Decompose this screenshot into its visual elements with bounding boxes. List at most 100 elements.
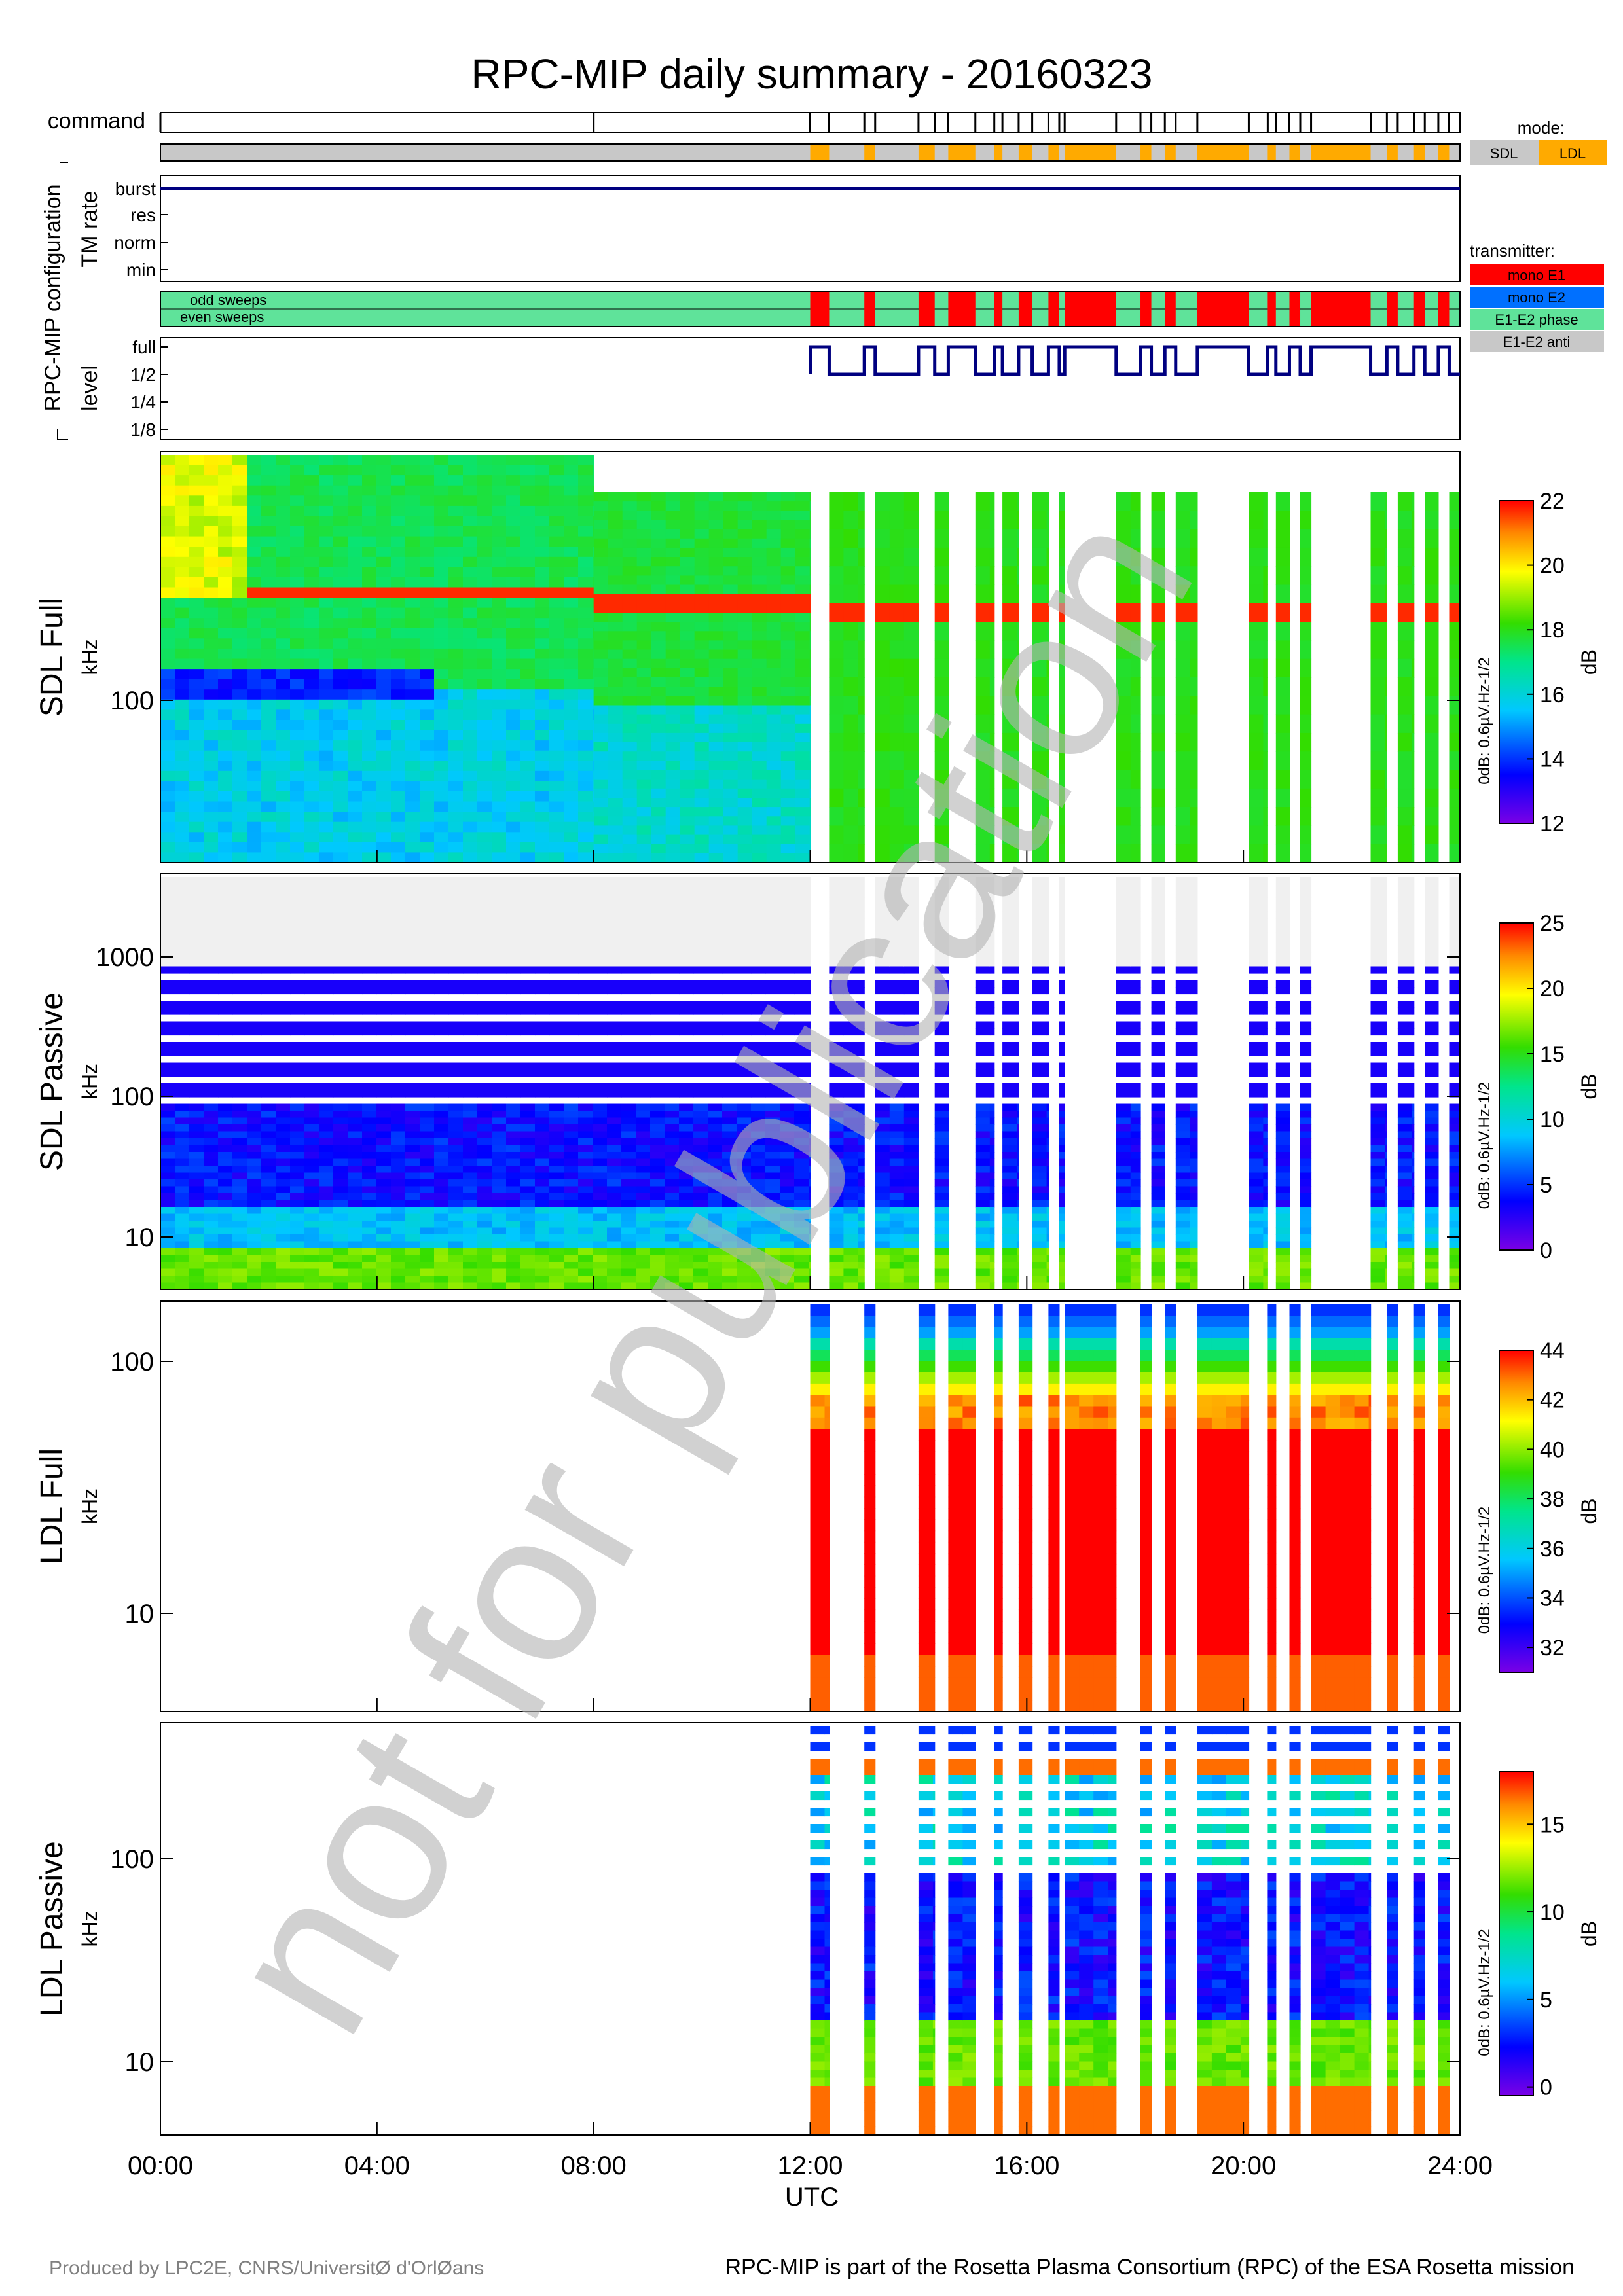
spectrogram-cell [722,1124,737,1132]
spectrogram-cell [218,1131,233,1139]
spectrogram-cell [752,807,767,817]
spectrogram-cell [276,1158,291,1166]
spectrogram-cell [708,905,723,912]
spectrogram-cell [204,1111,219,1119]
spectrogram-cell [160,628,175,639]
spectrogram-cell [780,668,796,678]
spectrogram-cell [636,742,652,752]
spectrogram-cell [607,891,622,899]
spectrogram-cell [794,1062,809,1070]
spectrogram-cell [679,1049,694,1056]
spectrogram-cell [651,723,666,734]
spectrogram-cell [391,648,406,660]
spectrogram-cell [463,465,478,476]
spectrogram-cell [276,669,291,680]
spectrogram-cell [304,1131,319,1139]
spectrogram-cell [1116,788,1131,808]
spectrogram-cell [1300,603,1312,622]
spectrogram-cell [858,732,865,752]
spectrogram-cell [875,640,890,660]
spectrogram-cell [348,911,363,919]
spectrogram-cell [405,720,420,731]
spectrogram-cell [564,628,579,639]
spectrogram-cell [376,884,392,891]
spectrogram-cell [679,966,694,974]
spectrogram-cell [578,455,593,466]
spectrogram-cell [1151,677,1165,696]
spectrogram-cell [737,905,752,912]
spectrogram-cell [175,1213,190,1221]
spectrogram-cell [795,816,811,827]
spectrogram-cell [765,1152,780,1160]
spectrogram-cell [434,679,449,690]
spectrogram-cell [794,918,809,926]
spectrogram-cell [448,618,464,629]
spectrogram-cell [737,1028,752,1036]
spectrogram-cell [1385,547,1387,567]
spectrogram-cell [843,751,858,771]
spectrogram-cell [477,669,492,680]
spectrogram-cell [290,842,305,853]
spectrogram-cell [506,485,521,496]
spectrogram-cell [290,1007,305,1015]
spectrogram-cell [1300,547,1312,567]
spectrogram-cell [795,557,811,567]
spectrogram-cell [650,1276,665,1283]
spectrogram-cell [520,577,536,588]
spectrogram-cell [261,877,276,885]
spectrogram-cell [189,587,204,598]
spectrogram-cell [189,1001,204,1009]
spectrogram-cell [1175,788,1191,808]
spectrogram-cell [1275,622,1290,641]
spectrogram-cell [693,1131,708,1139]
spectrogram-cell [665,960,680,967]
spectrogram-cell [1449,584,1461,604]
spectrogram-cell [333,1090,348,1098]
spectrogram-cell [290,485,305,496]
spectrogram-cell [463,547,478,558]
spectrogram-cell [780,1248,795,1256]
spectrogram-cell [218,891,233,899]
spectrogram-cell [1130,584,1141,604]
spectrogram-cell [232,1200,247,1208]
spectrogram-cell [1449,658,1461,678]
spectrogram-cell [549,1062,564,1070]
spectrogram-cell [1370,658,1386,678]
spectrogram-cell [348,1124,363,1132]
spectrogram-cell [434,987,449,995]
spectrogram-cell [276,905,291,912]
spectrogram-cell [593,1152,608,1160]
spectrogram-cell [362,638,377,649]
spectrogram-cell [549,485,564,496]
spectrogram-cell [578,842,593,853]
spectrogram-cell [934,584,949,604]
spectrogram-cell [1275,788,1290,808]
spectrogram-cell [665,966,680,974]
spectrogram-cell [420,761,435,772]
spectrogram-cell [175,1158,190,1166]
spectrogram-cell [989,732,995,752]
spectrogram-cell [665,1282,680,1290]
spectrogram-cell [434,1042,449,1050]
spectrogram-cell [780,918,795,926]
spectrogram-cell [608,761,623,771]
spectrogram-cell [593,475,594,486]
spectrogram-cell [795,668,811,678]
spectrogram-cell [535,761,550,772]
spectrogram-cell [636,1166,651,1174]
spectrogram-cell [362,1248,377,1256]
spectrogram-cell [506,1193,521,1201]
spectrogram-cell [1017,547,1019,567]
spectrogram-cell [362,1103,377,1111]
spectrogram-cell [780,705,796,715]
spectrogram-cell [477,740,492,751]
spectrogram-cell [477,891,492,899]
spectrogram-cell [564,516,579,527]
spectrogram-cell [160,877,175,885]
spectrogram-cell [903,658,919,678]
spectrogram-cell [405,607,420,619]
spectrogram-cell [319,1282,334,1290]
spectrogram-cell [665,1166,680,1174]
spectrogram-cell [564,1276,579,1283]
spectrogram-cell [319,1145,334,1153]
